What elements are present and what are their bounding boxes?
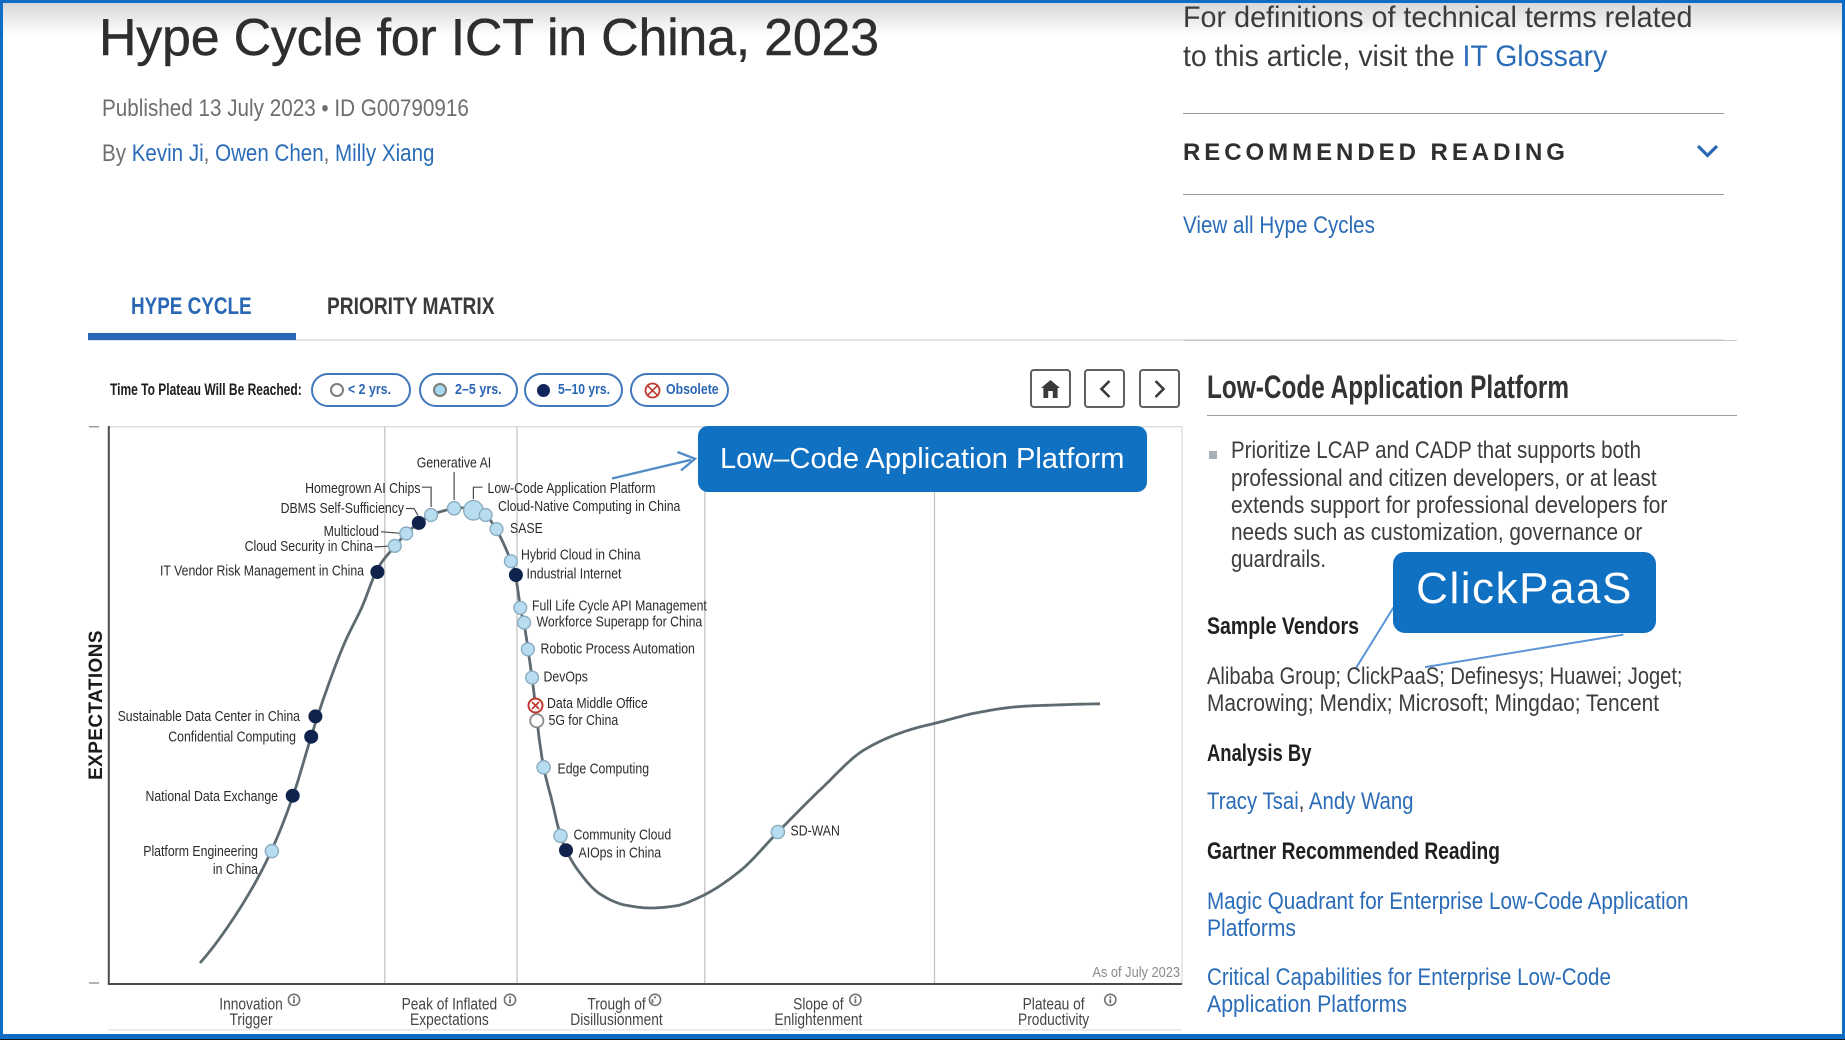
svg-text:As of July 2023: As of July 2023 — [1092, 963, 1180, 980]
svg-text:Productivity: Productivity — [1018, 1011, 1089, 1030]
svg-text:Trigger: Trigger — [229, 1011, 272, 1030]
svg-text:DBMS Self-Sufficiency: DBMS Self-Sufficiency — [281, 500, 405, 516]
svg-text:Sustainable Data Center in Chi: Sustainable Data Center in China — [118, 708, 301, 724]
svg-text:5G for China: 5G for China — [549, 712, 619, 728]
svg-text:in China: in China — [213, 861, 258, 877]
svg-text:Peak of Inflated: Peak of Inflated — [402, 995, 498, 1014]
svg-text:National Data Exchange: National Data Exchange — [145, 788, 278, 804]
svg-text:Industrial Internet: Industrial Internet — [527, 565, 622, 581]
svg-text:Workforce Superapp for China: Workforce Superapp for China — [537, 613, 703, 629]
svg-text:Hybrid Cloud in China: Hybrid Cloud in China — [521, 546, 641, 562]
svg-text:Disillusionment: Disillusionment — [570, 1011, 663, 1030]
svg-text:EXPECTATIONS: EXPECTATIONS — [86, 630, 107, 780]
svg-text:SD-WAN: SD-WAN — [791, 822, 840, 838]
svg-text:Slope of: Slope of — [793, 995, 844, 1014]
svg-text:Expectations: Expectations — [410, 1011, 489, 1030]
svg-text:Homegrown AI Chips: Homegrown AI Chips — [305, 480, 421, 496]
svg-text:Robotic Process Automation: Robotic Process Automation — [541, 640, 695, 656]
svg-text:Innovation: Innovation — [219, 995, 282, 1014]
svg-text:Low-Code Application Platform: Low-Code Application Platform — [488, 480, 656, 496]
svg-text:Platform Engineering: Platform Engineering — [143, 843, 258, 859]
svg-text:IT Vendor Risk Management in C: IT Vendor Risk Management in China — [160, 562, 364, 578]
svg-text:Plateau of: Plateau of — [1023, 995, 1086, 1014]
svg-text:Community Cloud: Community Cloud — [574, 826, 672, 842]
svg-text:Cloud-Native Computing in Chin: Cloud-Native Computing in China — [498, 498, 681, 514]
svg-text:Enlightenment: Enlightenment — [774, 1011, 863, 1030]
svg-text:Confidential Computing: Confidential Computing — [168, 728, 296, 744]
svg-text:Multicloud: Multicloud — [324, 523, 379, 539]
svg-text:Edge Computing: Edge Computing — [558, 760, 650, 776]
svg-text:Trough of: Trough of — [587, 995, 646, 1014]
svg-text:Data Middle Office: Data Middle Office — [547, 695, 648, 711]
svg-text:Cloud Security in China: Cloud Security in China — [245, 538, 374, 554]
svg-text:SASE: SASE — [510, 520, 543, 536]
svg-text:AIOps in China: AIOps in China — [579, 844, 662, 860]
svg-text:Full Life Cycle API Management: Full Life Cycle API Management — [532, 598, 707, 614]
svg-text:DevOps: DevOps — [544, 668, 589, 684]
svg-text:Generative AI: Generative AI — [417, 454, 491, 470]
